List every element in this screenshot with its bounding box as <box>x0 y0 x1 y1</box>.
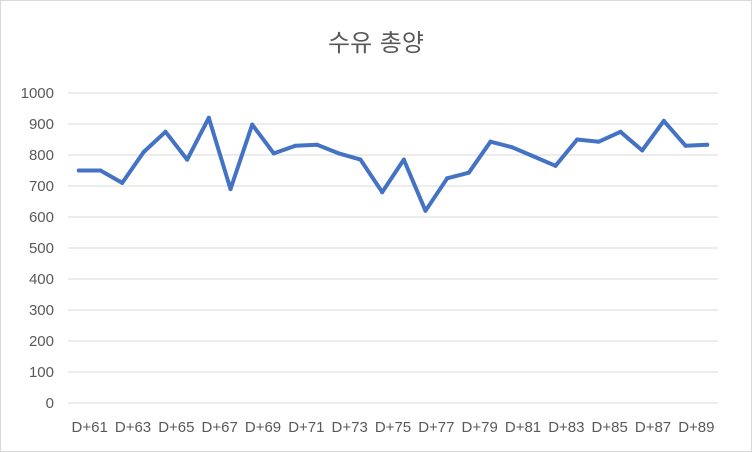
data-point <box>358 157 363 162</box>
y-tick-label: 900 <box>29 116 54 133</box>
data-point <box>401 157 406 162</box>
data-point <box>293 143 298 148</box>
x-tick-label: D+65 <box>158 419 194 436</box>
data-point <box>445 176 450 181</box>
x-tick-label: D+81 <box>505 419 541 436</box>
data-point <box>661 118 666 123</box>
data-point <box>315 142 320 147</box>
data-point <box>120 180 125 185</box>
x-tick-label: D+75 <box>375 419 411 436</box>
data-point <box>141 149 146 154</box>
series-line <box>76 115 710 213</box>
data-point <box>553 163 558 168</box>
data-point <box>163 129 168 134</box>
data-point <box>575 137 580 142</box>
y-tick-label: 200 <box>29 333 54 350</box>
data-point <box>76 168 81 173</box>
x-tick-label: D+69 <box>245 419 281 436</box>
data-point <box>336 151 341 156</box>
data-point <box>466 170 471 175</box>
data-point <box>423 208 428 213</box>
x-tick-label: D+79 <box>462 419 498 436</box>
x-tick-label: D+77 <box>418 419 454 436</box>
data-point <box>185 157 190 162</box>
data-point <box>596 139 601 144</box>
y-tick-label: 500 <box>29 240 54 257</box>
data-point <box>206 115 211 120</box>
x-tick-label: D+63 <box>115 419 151 436</box>
data-point <box>531 154 536 159</box>
y-tick-label: 1000 <box>21 85 54 102</box>
x-tick-label: D+89 <box>678 419 714 436</box>
y-tick-label: 800 <box>29 147 54 164</box>
x-tick-label: D+83 <box>548 419 584 436</box>
x-tick-label: D+73 <box>332 419 368 436</box>
data-point <box>705 142 710 147</box>
y-tick-label: 600 <box>29 209 54 226</box>
data-point <box>488 139 493 144</box>
y-tick-label: 400 <box>29 271 54 288</box>
data-point <box>640 148 645 153</box>
x-tick-label: D+71 <box>288 419 324 436</box>
data-point <box>271 151 276 156</box>
data-point <box>380 190 385 195</box>
chart-title: 수유 총양 <box>328 29 424 57</box>
x-tick-label: D+85 <box>592 419 628 436</box>
y-tick-label: 300 <box>29 302 54 319</box>
x-tick-label: D+67 <box>202 419 238 436</box>
data-point <box>98 168 103 173</box>
x-tick-label: D+87 <box>635 419 671 436</box>
y-tick-label: 700 <box>29 178 54 195</box>
data-point <box>250 122 255 127</box>
x-tick-label: D+61 <box>72 419 108 436</box>
data-point <box>618 129 623 134</box>
y-tick-label: 0 <box>46 395 54 412</box>
data-point <box>228 187 233 192</box>
data-point <box>683 143 688 148</box>
data-point <box>510 145 515 150</box>
y-tick-label: 100 <box>29 364 54 381</box>
